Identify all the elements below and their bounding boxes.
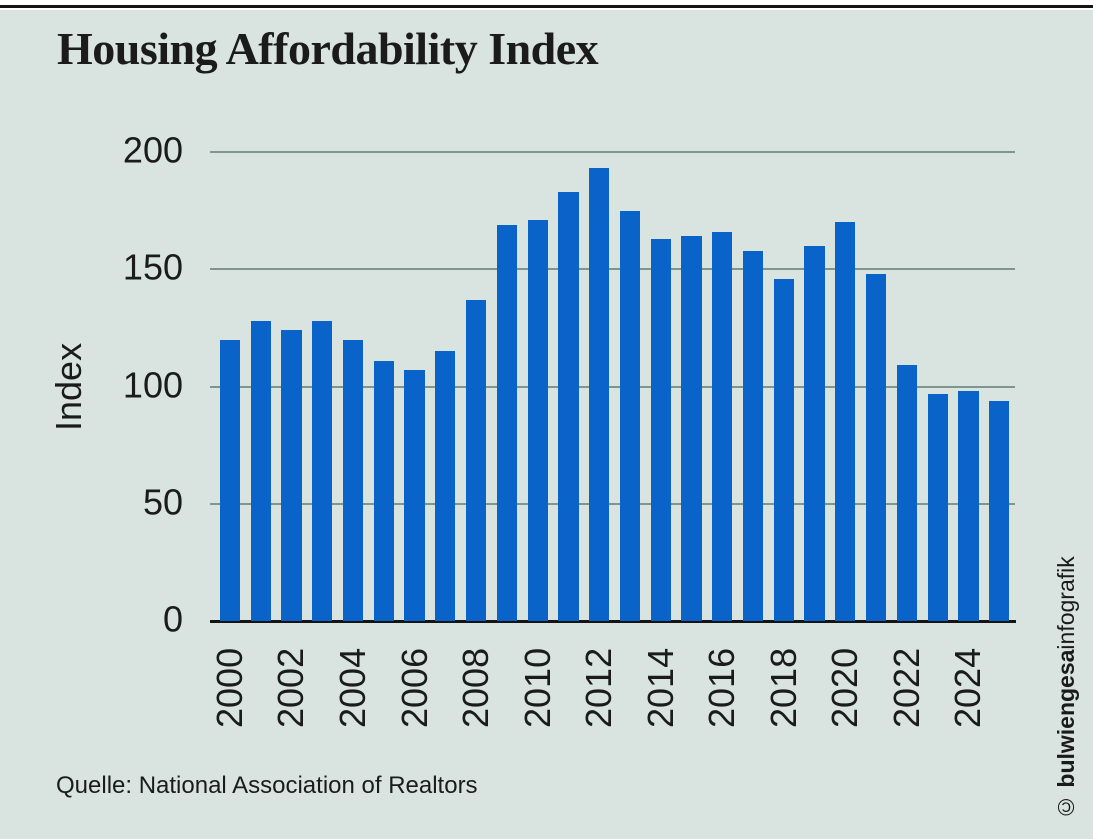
bar-2021 (865, 273, 887, 621)
y-tick-label-0: 0 (162, 598, 183, 640)
credit-brand: bulwiengesa (1053, 649, 1079, 788)
source-note: Quelle: National Association of Realtors (56, 772, 478, 799)
x-tick-label-2002: 2002 (270, 647, 312, 728)
x-tick-label-2010: 2010 (516, 647, 558, 728)
x-tick-label-2008: 2008 (455, 647, 497, 728)
x-tick-label-2004: 2004 (332, 647, 374, 728)
bar-2003 (312, 320, 333, 621)
bar-2007 (435, 351, 456, 621)
credit-suffix: infografik (1053, 556, 1079, 650)
bar-2018 (773, 278, 794, 621)
bar-2004 (342, 339, 364, 621)
bar-2010 (527, 220, 548, 621)
bar-2002 (281, 330, 302, 621)
bar-2001 (250, 320, 271, 621)
x-tick-label-2022: 2022 (885, 647, 927, 728)
bar-2020 (835, 222, 856, 621)
y-tick-label-200: 200 (122, 129, 183, 171)
x-tick-label-2020: 2020 (824, 647, 866, 728)
gridline-150 (210, 268, 1015, 271)
plot-area (210, 151, 1016, 623)
copyright-symbol: © (1053, 787, 1079, 820)
gridline-200 (210, 151, 1015, 153)
gridline-50 (210, 502, 1015, 505)
bar-2014 (650, 238, 671, 621)
bar-2016 (712, 231, 733, 621)
bar-2017 (742, 250, 764, 621)
bar-2015 (681, 236, 702, 621)
x-tick-label-2006: 2006 (393, 647, 435, 728)
x-axis-line (210, 620, 1016, 623)
bar-2024 (958, 391, 979, 621)
bar-2009 (496, 224, 518, 621)
x-tick-label-2012: 2012 (578, 647, 620, 728)
bar-2022 (896, 365, 918, 621)
chart-title: Housing Affordability Index (57, 23, 599, 74)
credit-vertical: © bulwiengesainfografik (1046, 498, 1086, 820)
bar-2008 (465, 299, 487, 621)
bar-2012 (589, 168, 610, 621)
bar-2000 (219, 339, 241, 621)
y-tick-label-50: 50 (142, 481, 183, 523)
bar-2019 (804, 245, 825, 621)
x-tick-label-2014: 2014 (639, 647, 681, 728)
x-tick-label-2016: 2016 (701, 647, 743, 728)
bar-2013 (619, 210, 641, 621)
x-tick-label-2024: 2024 (947, 647, 989, 728)
gridline-100 (210, 385, 1015, 388)
bar-2005 (373, 360, 394, 621)
bar-2025 (989, 400, 1010, 621)
bar-2011 (558, 191, 579, 621)
y-tick-label-150: 150 (122, 246, 183, 288)
x-tick-label-2000: 2000 (208, 647, 250, 728)
y-tick-label-100: 100 (122, 364, 183, 406)
bar-2006 (404, 370, 425, 621)
x-tick-label-2018: 2018 (762, 647, 804, 728)
top-rule (0, 5, 1093, 8)
bar-2023 (927, 393, 948, 621)
